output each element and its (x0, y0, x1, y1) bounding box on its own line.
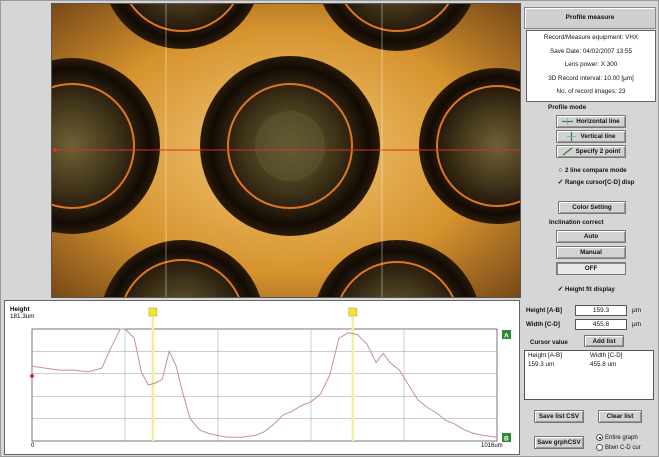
measurement-list[interactable]: Height [A-B] Width [C-D] 159.3 um 455.8 … (524, 350, 654, 400)
x-axis-min-label: 0 (31, 443, 35, 449)
marker-b-box[interactable] (502, 433, 511, 442)
record-info-box: Record/Measure equipment: VHX Save Date:… (526, 30, 656, 102)
range-cursor-checkbox[interactable]: ✓ Range cursor[C-D] disp (556, 178, 635, 187)
inclination-off-button[interactable]: OFF (556, 262, 626, 275)
list-header-width: Width [C-D] (590, 352, 623, 359)
profile-measure-title: Profile measure (524, 7, 656, 29)
height-fit-display-label: Height fit display (565, 285, 615, 293)
entire-graph-label: Entire graph (605, 434, 638, 441)
plot-frame (31, 328, 498, 442)
cursor-d-handle[interactable] (348, 307, 358, 317)
list-item-width: 455.8 um (590, 361, 617, 368)
radio-selected-icon (596, 434, 603, 441)
cursor-c-handle[interactable] (148, 307, 158, 317)
graph-height-range: 181.3um (10, 313, 35, 320)
radio-unselected-icon (596, 444, 603, 451)
height-ab-field[interactable]: 159.3 (575, 305, 627, 316)
specify-2-point-button[interactable]: Specify 2 point (556, 145, 626, 158)
profile-graph-canvas[interactable]: Height 181.3um 0 1016um A B (5, 301, 519, 454)
two-point-icon (562, 147, 572, 156)
inclination-auto-button[interactable]: Auto (556, 230, 626, 243)
two-line-compare-checkbox[interactable]: ○ 2 line compare mode (556, 167, 627, 174)
height-unit: μm (632, 307, 642, 314)
graph-grid (31, 328, 498, 442)
info-save-date: Save Date: 04/02/2007 13:55 (550, 47, 632, 55)
vertical-line-label: Vertical line (580, 133, 616, 140)
checkmark-icon: ✓ (557, 286, 564, 293)
vertical-line-button[interactable]: Vertical line (556, 130, 626, 143)
range-cursor-label: Range cursor[C-D] disp (565, 178, 635, 186)
profile-start-marker (30, 374, 34, 378)
microscope-image-view[interactable] (51, 3, 521, 298)
profile-mode-label: Profile mode (548, 104, 587, 111)
microscope-image[interactable] (52, 4, 520, 297)
width-cd-label: Width [C-D] (526, 321, 560, 328)
inclination-correct-label: Inclination correct (549, 219, 604, 226)
profile-line-handle[interactable] (53, 148, 57, 152)
clear-list-button[interactable]: Clear list (598, 410, 642, 423)
info-record-interval: 3D Record interval: 10.00 [μm] (548, 74, 634, 82)
checkbox-unchecked-icon: ○ (558, 167, 563, 174)
add-list-button[interactable]: Add list (584, 335, 624, 347)
info-record-images: No. of record images: 23 (556, 88, 626, 95)
cursor-value-label: Cursor value (530, 339, 568, 346)
btwn-cd-label: Btwn C-D cur (605, 444, 641, 451)
graph-cursors (148, 307, 358, 441)
list-item-height: 159.3 um (528, 361, 555, 368)
specify-2-point-label: Specify 2 point (575, 148, 621, 155)
horizontal-line-icon (562, 118, 574, 125)
vertical-line-icon (567, 132, 577, 141)
color-setting-button[interactable]: Color Setting (558, 201, 626, 214)
info-lens-power: Lens power: X 300 (564, 61, 618, 68)
entire-graph-radio[interactable]: Entire graph (596, 434, 638, 441)
profile-graph[interactable]: Height 181.3um 0 1016um A B (4, 300, 520, 455)
two-line-compare-label: 2 line compare mode (565, 167, 627, 174)
height-ab-label: Height [A-B] (526, 307, 563, 314)
save-graph-csv-button[interactable]: Save grphCSV (534, 436, 584, 449)
width-unit: μm (632, 321, 642, 328)
x-axis-max-label: 1016um (481, 443, 503, 449)
marker-a-label: A (504, 333, 509, 340)
width-cd-field[interactable]: 455.8 (575, 319, 627, 330)
profile-curve (31, 328, 498, 438)
horizontal-line-label: Horizontal line (576, 118, 620, 125)
marker-b-label: B (504, 436, 509, 443)
info-equipment: Record/Measure equipment: VHX (543, 34, 639, 41)
marker-a-box[interactable] (502, 330, 511, 339)
inclination-manual-button[interactable]: Manual (556, 246, 626, 259)
list-item[interactable]: 159.3 um 455.8 um (525, 360, 653, 369)
horizontal-line-button[interactable]: Horizontal line (556, 115, 626, 128)
graph-title: Height (10, 306, 30, 313)
checkmark-icon: ✓ (557, 179, 564, 186)
btwn-cd-radio[interactable]: Btwn C-D cur (596, 444, 641, 451)
list-header-height: Height [A-B] (528, 352, 562, 359)
list-header-row: Height [A-B] Width [C-D] (525, 351, 653, 360)
save-list-csv-button[interactable]: Save list CSV (534, 410, 584, 423)
height-fit-display-checkbox[interactable]: ✓ Height fit display (556, 285, 615, 294)
honeycomb-cells (52, 4, 520, 297)
